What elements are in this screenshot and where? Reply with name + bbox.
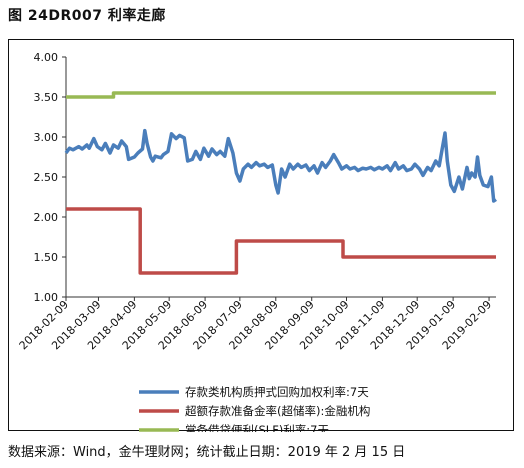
legend-label: 超额存款准备金率(超储率):金融机构 (185, 404, 370, 418)
excess-reserve-ratio-line (66, 207, 496, 275)
y-tick-label: 1.50 (34, 251, 59, 264)
slf-rate-line (66, 91, 496, 99)
chart-frame: 1.00 1.50 2.00 2.50 3.00 3.50 4.00 2018-02-09 20… (8, 39, 514, 432)
y-tick-label: 4.00 (34, 51, 59, 64)
y-tick-label: 3.50 (34, 91, 59, 104)
y-tick-label: 1.00 (34, 291, 59, 304)
figure-title: 图 24DR007 利率走廊 (8, 8, 166, 24)
legend-label: 存款类机构质押式回购加权利率:7天 (185, 385, 369, 399)
line-chart: 1.001.502.002.503.003.504.002018-02-0920… (17, 51, 497, 432)
source-note: 数据来源：Wind，金牛理财网；统计截止日期：2019 年 2 月 15 日 (8, 445, 406, 460)
y-tick-label: 2.50 (34, 171, 59, 184)
dr007-rate-line (64, 128, 497, 203)
y-tick-label: 2.00 (34, 211, 59, 224)
legend-label: 常备借贷便利(SLF)利率:7天 (185, 423, 329, 432)
y-tick-label: 3.00 (34, 131, 59, 144)
